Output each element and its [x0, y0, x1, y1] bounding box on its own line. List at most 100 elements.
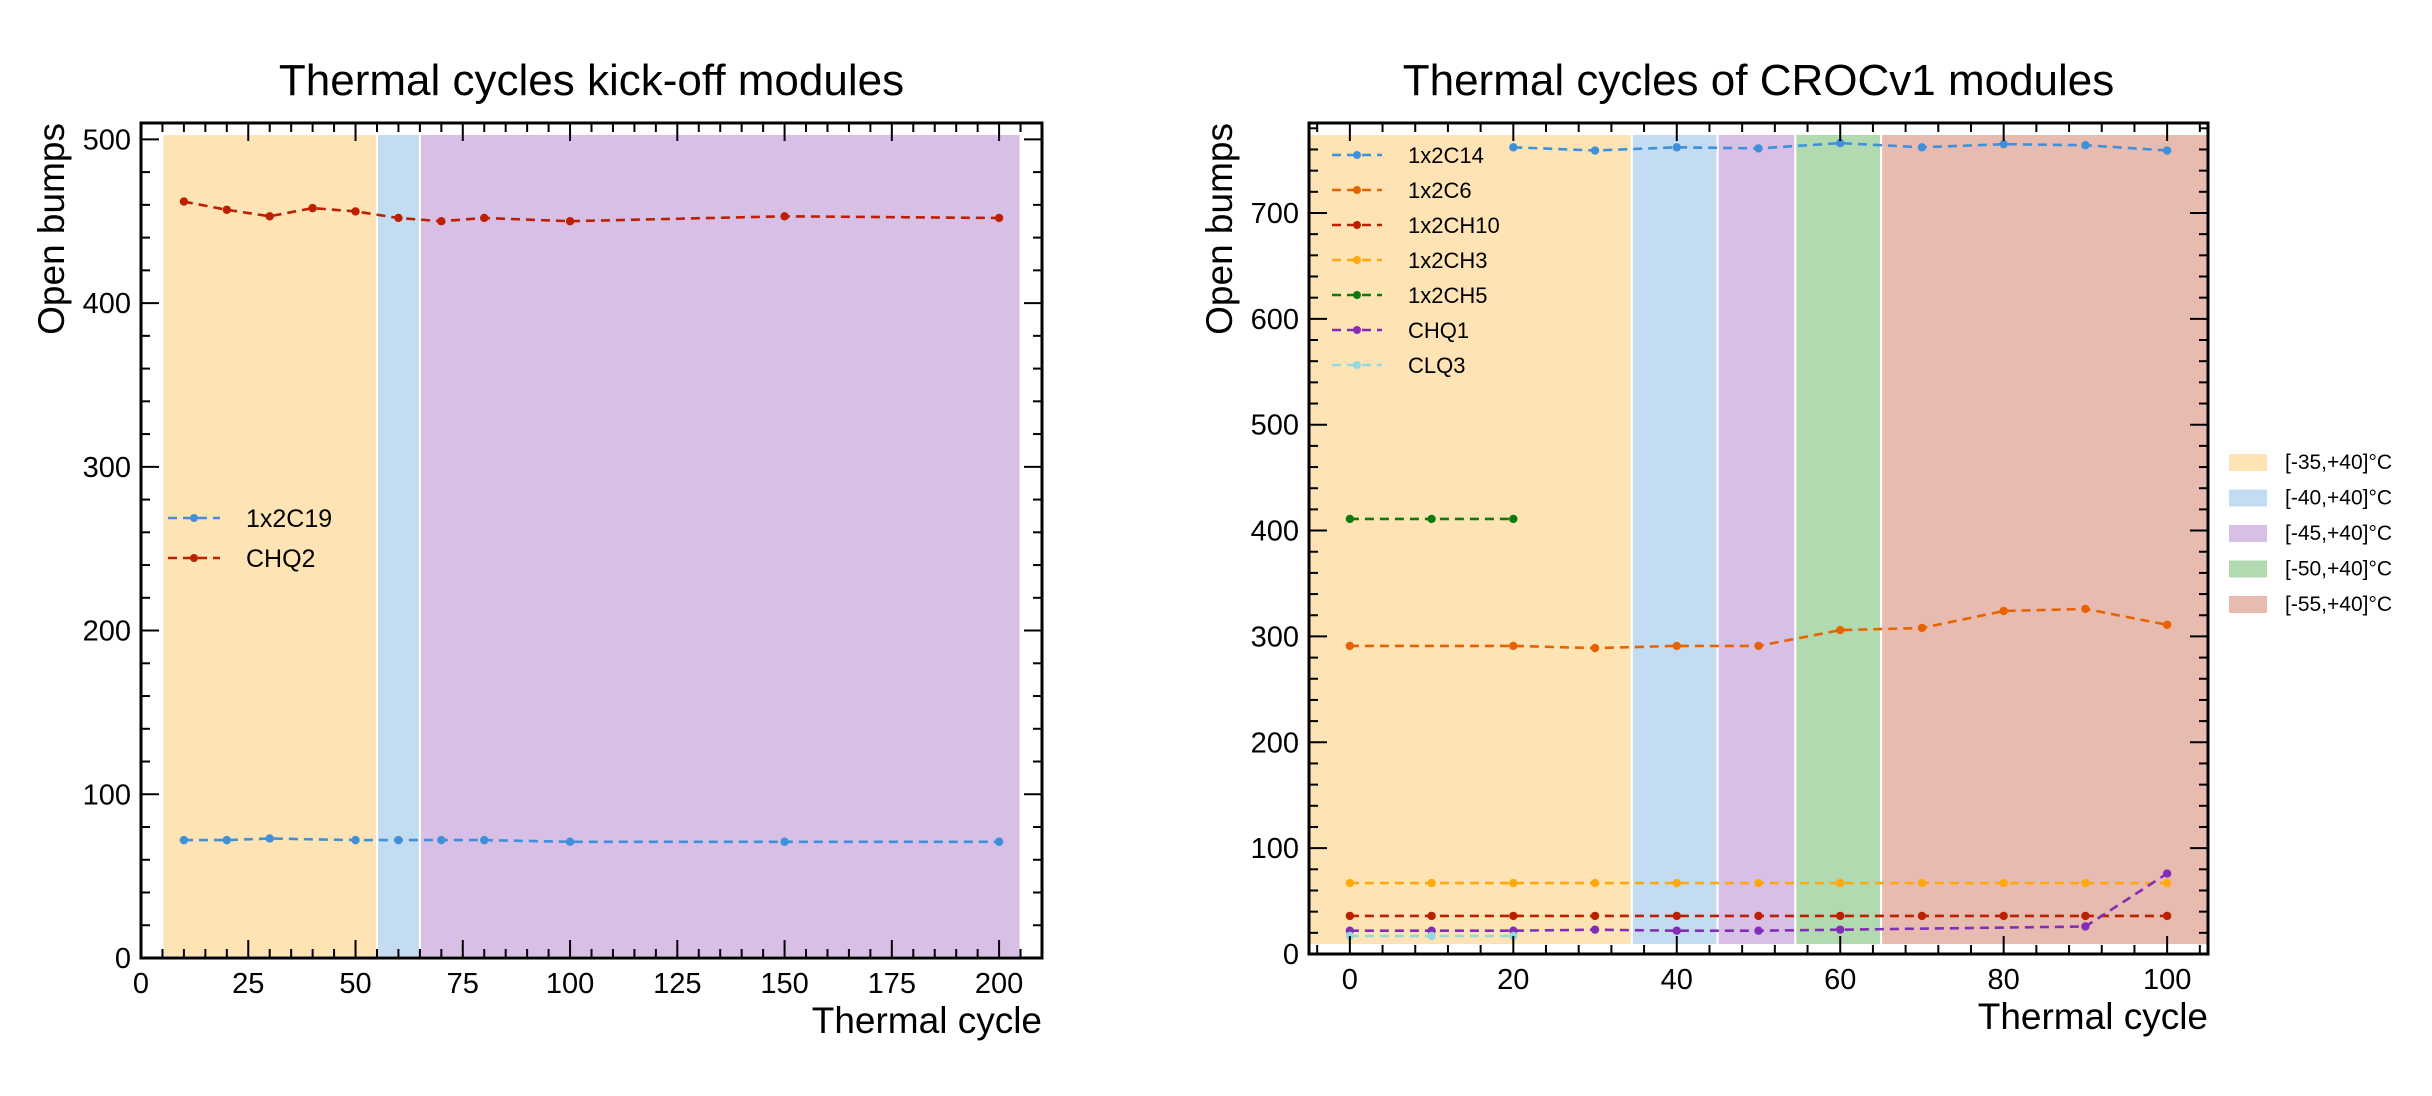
data-point	[2162, 146, 2172, 155]
legend-marker	[1353, 326, 1361, 334]
x-tick-label: 20	[1497, 964, 1529, 996]
data-point	[2162, 620, 2172, 629]
y-tick-label: 300	[1251, 621, 1299, 653]
data-point	[565, 837, 575, 846]
temperature-band-legend: [-35,+40]°C [-40,+40]°C [-45,+40]°C [-50,+4…	[2229, 451, 2392, 616]
data-point	[1345, 641, 1355, 651]
x-axis-label: Thermal cycle	[1978, 996, 2208, 1037]
legend-marker	[1353, 361, 1361, 369]
legend-marker	[1353, 186, 1361, 194]
data-point	[394, 213, 403, 223]
data-point	[179, 835, 189, 845]
data-point	[222, 205, 232, 214]
data-point	[994, 213, 1004, 223]
legend-label: 1x2CH5	[1408, 283, 1487, 308]
x-tick-label: 40	[1661, 964, 1693, 996]
data-point	[2081, 911, 2090, 921]
data-point	[1836, 925, 1845, 934]
data-point	[1672, 911, 1681, 921]
data-point	[1427, 931, 1436, 941]
band-label: [-45,+40]°C	[2285, 522, 2392, 545]
band-label: [-35,+40]°C	[2285, 451, 2392, 474]
y-tick-label: 500	[1251, 410, 1299, 442]
data-point	[1999, 878, 2008, 888]
data-point	[1590, 643, 1600, 653]
legend-marker	[1353, 256, 1361, 264]
chart-kickoff-modules: Thermal cycles kick-off modules 0 25 50 75 1…	[31, 56, 1044, 1041]
data-point	[2081, 604, 2090, 614]
legend: 1x2C14 1x2C6 1x2CH10 1x2CH3 1x2CH5 CHQ1 CLQ3	[1332, 143, 1500, 378]
temperature-band	[1796, 135, 1881, 944]
data-point	[780, 837, 789, 846]
data-point	[1427, 514, 1436, 524]
data-point	[780, 212, 789, 221]
band-swatch	[2229, 489, 2267, 507]
data-point	[1427, 911, 1436, 921]
legend-label: 1x2C19	[246, 505, 332, 533]
data-point	[1999, 911, 2008, 921]
y-tick-label: 100	[1251, 833, 1299, 865]
x-tick-label: 25	[232, 968, 264, 1000]
x-tick-label: 125	[653, 968, 701, 1000]
data-point	[1836, 625, 1845, 635]
data-point	[1345, 514, 1355, 524]
y-tick-label: 200	[1251, 727, 1299, 759]
band-swatch	[2229, 525, 2267, 542]
y-axis-label: Open bumps	[31, 123, 72, 335]
temperature-band	[1718, 135, 1795, 944]
temperature-band	[1632, 135, 1717, 944]
legend-marker	[1353, 151, 1361, 159]
band-label: [-40,+40]°C	[2285, 487, 2392, 510]
data-point	[1999, 606, 2008, 616]
data-point	[1590, 911, 1600, 921]
data-point	[265, 212, 274, 221]
x-tick-label: 0	[133, 968, 149, 1000]
y-tick-label: 100	[83, 779, 131, 811]
data-point	[2081, 878, 2090, 888]
band-label: [-55,+40]°C	[2285, 593, 2392, 616]
data-point	[1345, 911, 1355, 921]
data-point	[179, 197, 189, 206]
legend-marker	[190, 554, 198, 562]
y-axis-label: Open bumps	[1199, 123, 1240, 335]
data-point	[1754, 641, 1763, 651]
plot-area: 0 25 50 75 100 125 150 175 200 0 100 200 300 400 500	[83, 121, 1044, 1000]
legend-label: 1x2CH3	[1408, 248, 1487, 273]
data-point	[437, 835, 446, 845]
data-point	[1672, 878, 1681, 888]
data-point	[2162, 869, 2172, 878]
chart-title: Thermal cycles kick-off modules	[279, 56, 904, 105]
band-swatch	[2229, 560, 2267, 578]
y-tick-label: 0	[115, 943, 131, 975]
legend-label: 1x2C14	[1408, 143, 1484, 168]
data-point	[1509, 514, 1518, 524]
y-tick-label: 0	[1283, 939, 1299, 971]
data-point	[2081, 922, 2090, 931]
series-line-CHQ1	[1349, 872, 2168, 933]
legend-label: 1x2C6	[1408, 178, 1472, 203]
x-tick-label: 150	[760, 968, 808, 1000]
y-tick-label: 600	[1251, 304, 1299, 336]
x-tick-label: 50	[339, 968, 371, 1000]
data-point	[1509, 641, 1518, 651]
data-point	[1917, 623, 1927, 633]
data-point	[1672, 641, 1681, 651]
series-line-1x2C6	[1349, 607, 2168, 650]
data-point	[1999, 139, 2008, 149]
data-point	[265, 834, 274, 843]
x-tick-label: 175	[868, 968, 916, 1000]
band-label: [-50,+40]°C	[2285, 558, 2392, 581]
data-point	[1509, 143, 1518, 152]
y-tick-label: 400	[83, 288, 131, 320]
data-point	[1754, 144, 1763, 153]
legend-marker	[1353, 291, 1361, 299]
y-tick-label: 200	[83, 616, 131, 648]
data-point	[565, 217, 575, 226]
plot-area: 0 20 40 60 80 100 0 100 200 300 400 500 600 700	[1251, 121, 2210, 996]
data-point	[308, 203, 317, 213]
chart-title: Thermal cycles of CROCv1 modules	[1403, 56, 2115, 105]
data-point	[1672, 926, 1681, 935]
data-point	[1917, 878, 1927, 888]
temperature-band	[420, 135, 1020, 956]
data-point	[222, 835, 232, 845]
